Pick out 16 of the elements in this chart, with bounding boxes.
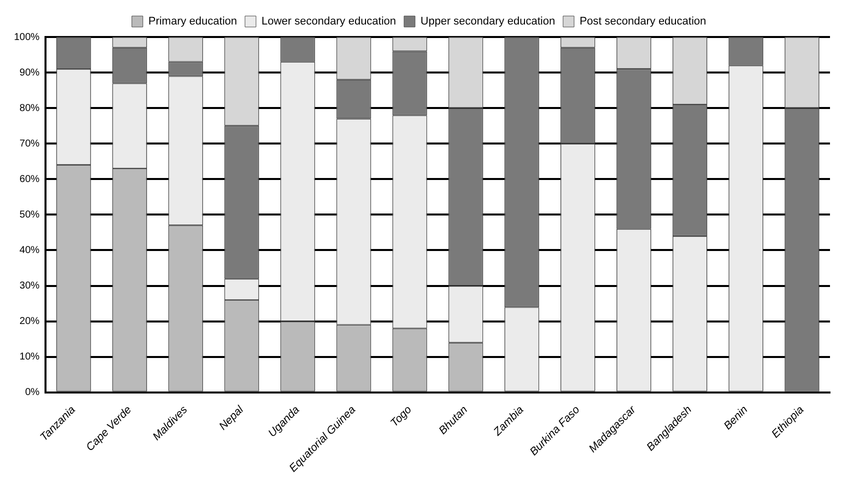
legend-label: Lower secondary education [262, 16, 396, 28]
legend-label: Post secondary education [580, 16, 706, 28]
y-tick-label: 30% [20, 280, 40, 292]
y-tick-label: 60% [20, 174, 40, 185]
y-tick-label: 10% [20, 352, 40, 363]
y-tick-label: 0% [25, 387, 40, 398]
y-tick-label: 20% [20, 316, 40, 328]
y-tick-label: 70% [20, 138, 40, 150]
legend-label: Upper secondary education [420, 16, 556, 28]
y-tick-label: 50% [20, 209, 40, 220]
y-tick-label: 40% [20, 244, 40, 256]
x-tick-label: Togo [388, 404, 414, 430]
y-tick-label: 100% [14, 32, 40, 43]
y-tick-label: 80% [20, 102, 40, 114]
y-tick-label: 90% [20, 67, 40, 78]
legend-label: Primary education [148, 16, 238, 28]
